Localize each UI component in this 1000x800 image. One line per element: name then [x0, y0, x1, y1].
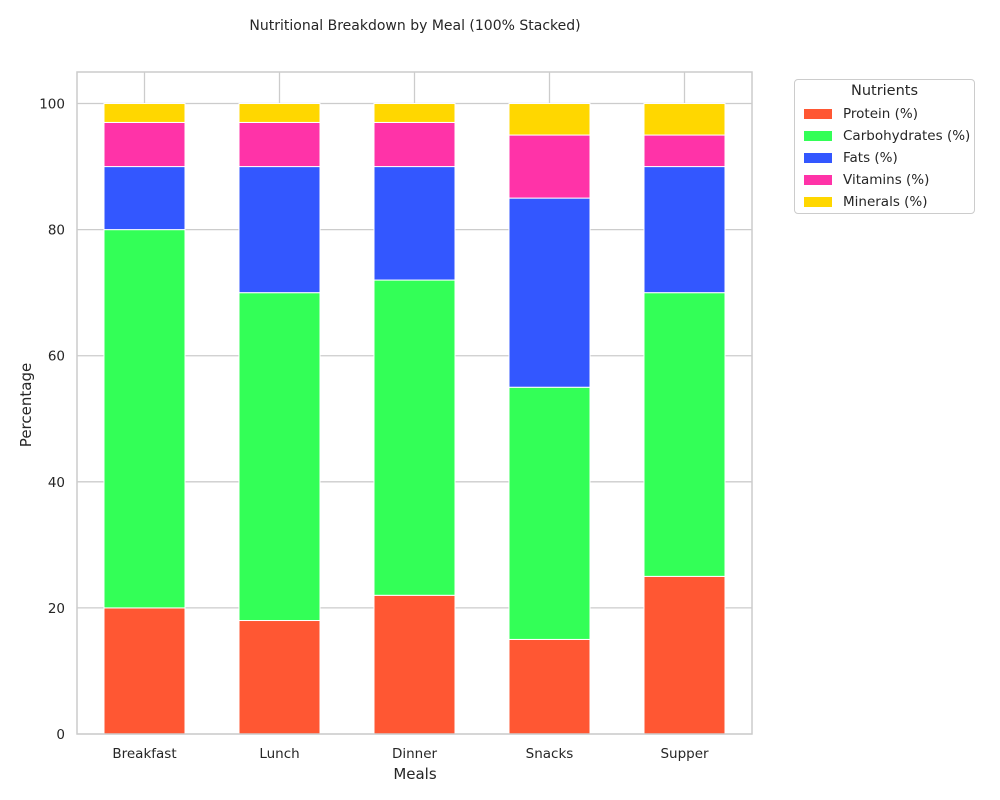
x-tick-label: Dinner	[392, 746, 438, 762]
bar-segment	[238, 166, 321, 294]
chart-title: Nutritional Breakdown by Meal (100% Stac…	[249, 18, 580, 34]
bar-segment	[103, 103, 186, 123]
ticks-layer: 0 20 40 60 80 100 Breakfast Lunch Dinner Snacks Su…	[39, 97, 709, 762]
legend-title: Nutrients	[850, 83, 919, 99]
bar-segment	[643, 575, 726, 735]
bar-segment	[508, 386, 591, 640]
bar-segment	[373, 103, 456, 123]
bar-segment	[103, 121, 186, 168]
y-tick-label: 80	[48, 223, 65, 239]
plot-frame	[76, 71, 753, 735]
bar-segment	[238, 103, 321, 123]
bar-segment	[643, 103, 726, 136]
legend-swatch	[804, 175, 832, 185]
legend-entry: Vitamins (%)	[804, 171, 929, 189]
y-tick-label: 0	[56, 727, 65, 743]
bar-segment	[238, 121, 321, 168]
legend-label: Protein (%)	[843, 106, 918, 122]
y-tick-label: 100	[39, 97, 65, 113]
legend-swatch	[804, 131, 832, 141]
bar-segment	[643, 166, 726, 294]
x-tick-label: Snacks	[526, 746, 574, 762]
legend-entry: Minerals (%)	[804, 193, 928, 211]
legend-label: Minerals (%)	[843, 194, 928, 210]
bar-segment	[238, 292, 321, 622]
legend-entry: Fats (%)	[804, 149, 898, 167]
bar-segment	[373, 279, 456, 596]
bar-segment	[103, 229, 186, 609]
bar-segment	[508, 197, 591, 388]
x-tick-label: Supper	[660, 746, 709, 762]
bar-segment	[103, 166, 186, 231]
bars-layer	[103, 103, 726, 735]
x-tick-label: Lunch	[259, 746, 299, 762]
legend-swatch	[804, 153, 832, 163]
legend-label: Vitamins (%)	[843, 172, 930, 188]
bar-segment	[643, 134, 726, 168]
legend-entry: Protein (%)	[804, 105, 918, 123]
bar-segment	[373, 594, 456, 735]
legend-entry: Carbohydrates (%)	[804, 127, 970, 145]
legend-label: Carbohydrates (%)	[843, 128, 971, 144]
y-axis-label: Percentage	[17, 363, 35, 447]
x-tick-label: Breakfast	[112, 746, 176, 762]
legend: Nutrients Protein (%) Carbohydrates (%) Fa…	[794, 79, 975, 214]
legend-swatch	[804, 197, 832, 207]
legend-swatch	[804, 109, 832, 119]
bar-segment	[373, 166, 456, 281]
bar-segment	[508, 134, 591, 199]
x-axis-label: Meals	[393, 765, 437, 783]
bar-segment	[103, 607, 186, 735]
bar-segment	[238, 620, 321, 735]
bar-segment	[643, 292, 726, 577]
y-tick-label: 40	[48, 475, 65, 491]
bar-segment	[508, 638, 591, 735]
bar-segment	[373, 121, 456, 168]
bar-segment	[508, 103, 591, 136]
y-tick-label: 20	[48, 601, 65, 617]
legend-label: Fats (%)	[843, 150, 898, 166]
y-tick-label: 60	[48, 349, 65, 365]
